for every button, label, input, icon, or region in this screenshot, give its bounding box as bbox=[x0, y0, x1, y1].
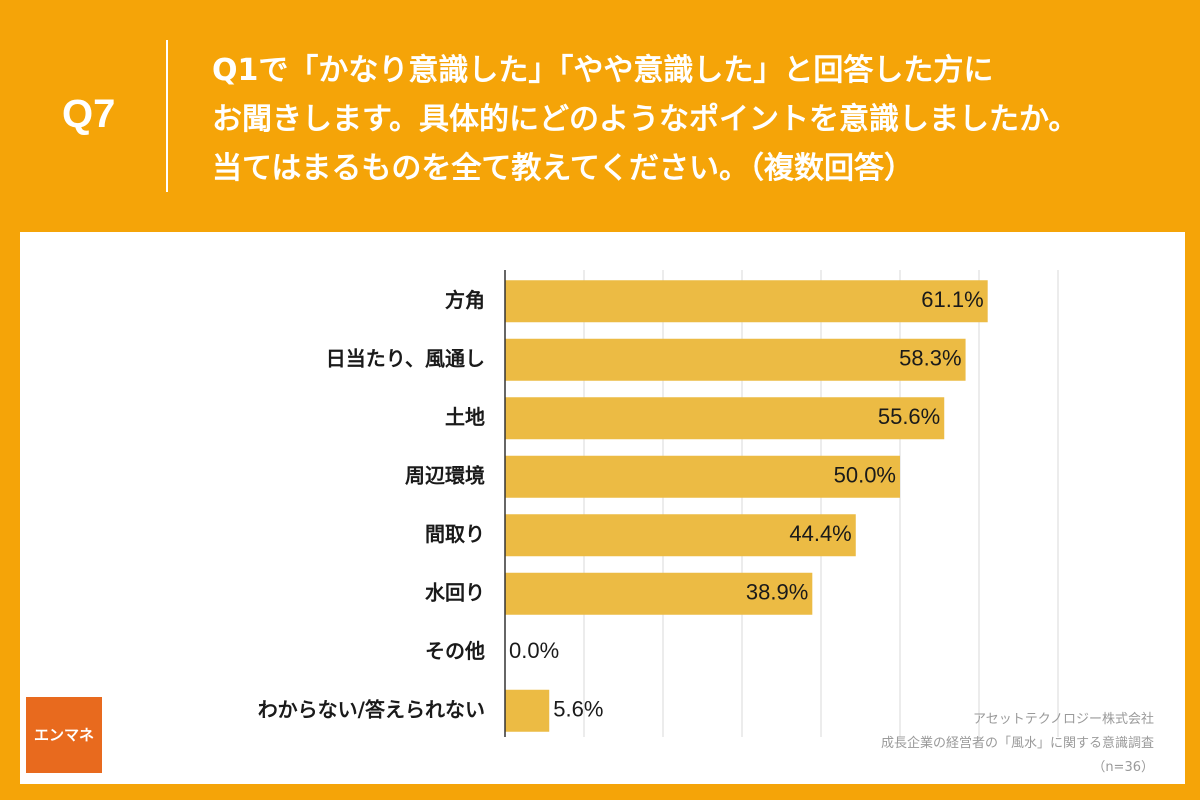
value-label: 44.4% bbox=[789, 521, 851, 546]
header-divider bbox=[166, 40, 168, 192]
source-company: アセットテクノロジー株式会社 bbox=[973, 712, 1154, 727]
bar bbox=[505, 514, 856, 557]
value-label: 0.0% bbox=[509, 638, 559, 663]
category-label: 水回り bbox=[425, 580, 485, 604]
bar bbox=[505, 572, 813, 615]
value-label: 55.6% bbox=[878, 404, 940, 429]
value-label: 38.9% bbox=[746, 580, 808, 605]
category-label: 間取り bbox=[425, 522, 485, 546]
bar bbox=[505, 397, 945, 440]
source-note: アセットテクノロジー株式会社 成長企業の経営者の「風水」に関する意識調査 （n=… bbox=[881, 708, 1154, 780]
category-label: わからない/答えられない bbox=[258, 697, 485, 721]
value-label: 61.1% bbox=[921, 287, 983, 312]
source-survey: 成長企業の経営者の「風水」に関する意識調査 bbox=[880, 736, 1154, 751]
question-line-3: 当てはまるものを全て教えてください。（複数回答） bbox=[212, 151, 914, 186]
question-line-2: お聞きします。具体的にどのようなポイントを意識しましたか。 bbox=[212, 102, 1079, 137]
question-number: Q7 bbox=[62, 92, 116, 136]
bar bbox=[505, 338, 966, 381]
category-label: その他 bbox=[425, 639, 485, 663]
category-label: 周辺環境 bbox=[405, 463, 485, 487]
category-label: 日当たり、風通し bbox=[326, 346, 485, 370]
brand-logo: エンマネ bbox=[26, 697, 102, 773]
bar bbox=[505, 455, 900, 498]
bar bbox=[505, 280, 988, 323]
value-label: 5.6% bbox=[553, 697, 603, 722]
category-label: 土地 bbox=[445, 405, 485, 429]
source-sample: （n=36） bbox=[1092, 760, 1154, 775]
value-label: 50.0% bbox=[834, 463, 896, 488]
value-label: 58.3% bbox=[899, 346, 961, 371]
chart-panel: 方角 61.1% 日当たり、風通し 58.3% 土地 55.6% 周辺環境 50.0% 間取り 4… bbox=[20, 232, 1185, 784]
question-line-1: Q1で「かなり意識した」「やや意識した」と回答した方に bbox=[212, 53, 994, 88]
category-label: 方角 bbox=[445, 288, 485, 312]
question-text: Q1で「かなり意識した」「やや意識した」と回答した方に お聞きします。具体的にど… bbox=[212, 46, 1172, 193]
bar bbox=[505, 689, 550, 732]
bar-chart: 方角 61.1% 日当たり、風通し 58.3% 土地 55.6% 周辺環境 50.0% 間取り 4… bbox=[258, 270, 1059, 737]
question-header: Q7 Q1で「かなり意識した」「やや意識した」と回答した方に お聞きします。具体… bbox=[0, 0, 1200, 232]
